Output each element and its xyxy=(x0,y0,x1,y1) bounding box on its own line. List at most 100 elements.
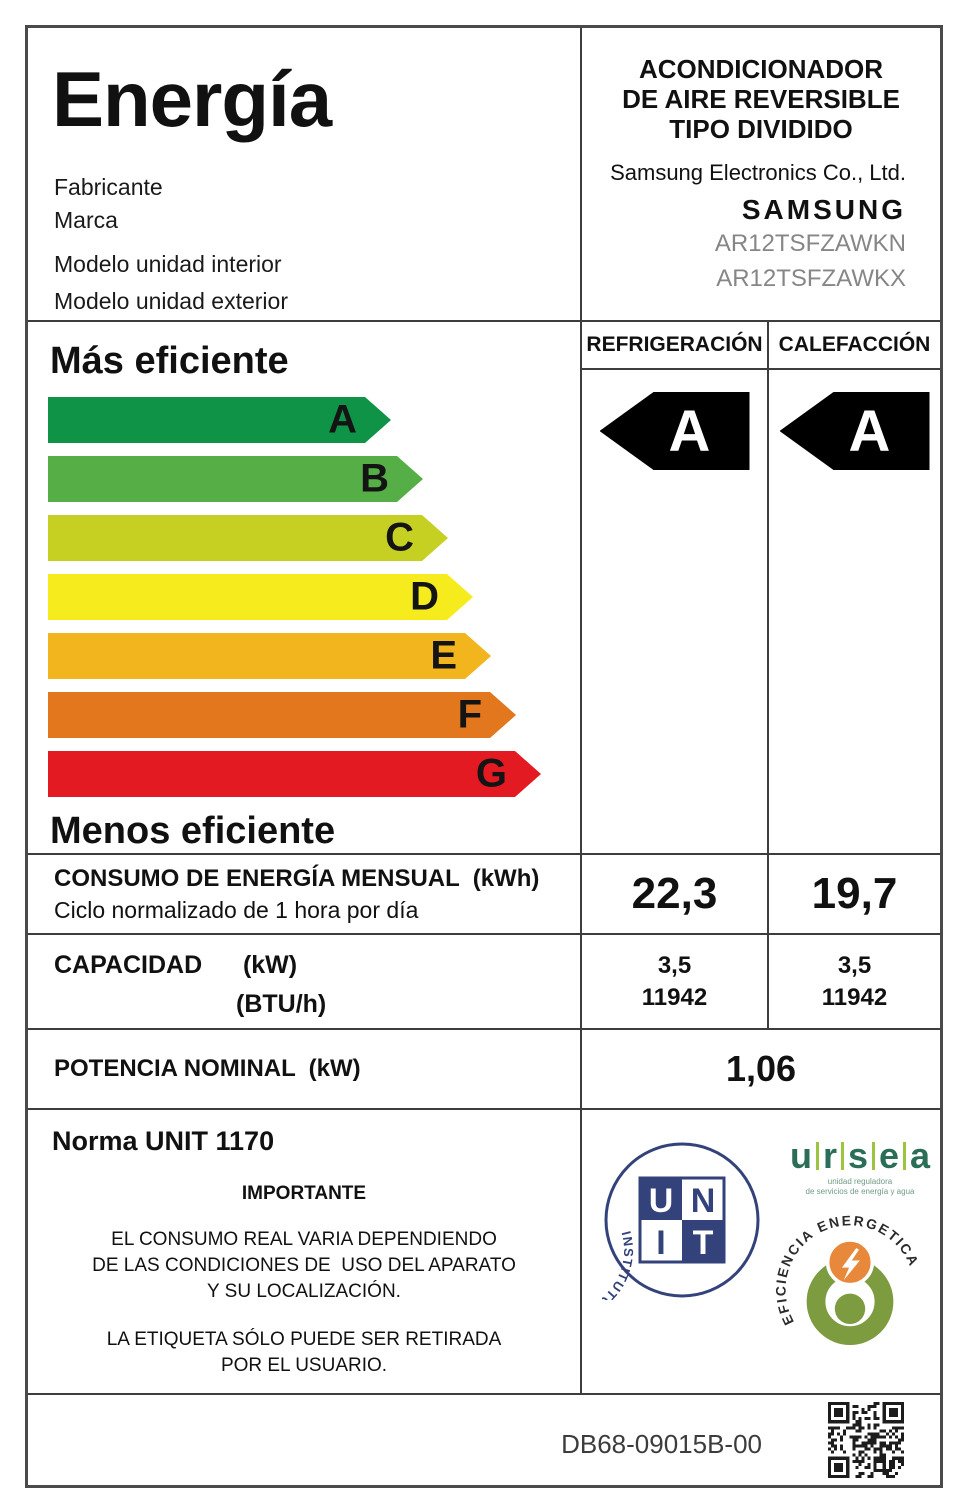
ursea-separator xyxy=(871,1142,875,1170)
document-code: DB68-09015B-00 xyxy=(561,1429,762,1459)
unit-letter-i: I xyxy=(656,1224,665,1262)
important-title: IMPORTANTE xyxy=(241,1183,367,1204)
field-modelo-exterior: Modelo unidad exterior xyxy=(54,288,288,314)
efficiency-bar-letter: E xyxy=(430,633,457,678)
heating-grade-arrow-icon: A xyxy=(779,392,930,470)
consumption-row: CONSUMO DE ENERGÍA MENSUAL (kWh) Ciclo n… xyxy=(28,855,940,935)
model-interior-value: AR12TSFZAWKN xyxy=(714,230,906,257)
model-exterior-value: AR12TSFZAWKX xyxy=(716,265,906,292)
capacity-row: CAPACIDAD (kW) (BTU/h) 3,5 11942 3,5 119… xyxy=(28,935,940,1030)
efficiency-bar-letter: G xyxy=(475,751,507,796)
efficiency-bar-a: A xyxy=(48,397,391,443)
efficiency-bar-letter: B xyxy=(360,456,389,501)
product-type-line3: TIPO DIVIDIDO xyxy=(669,114,853,144)
product-type: ACONDICIONADOR DE AIRE REVERSIBLE TIPO D… xyxy=(582,54,940,144)
field-labels: Fabricante Marca Modelo unidad interior … xyxy=(54,171,580,318)
ursea-separator xyxy=(903,1142,907,1170)
efficiency-bar-letter: A xyxy=(328,397,357,442)
cooling-grade-arrow-icon: A xyxy=(599,392,750,470)
ursea-letter: r xyxy=(822,1135,837,1176)
standard-title: Norma UNIT 1170 xyxy=(52,1126,275,1156)
ursea-subtext: unidad reguladora de servicios de energí… xyxy=(785,1177,935,1197)
efficiency-bar-b: B xyxy=(48,456,423,502)
consumption-cooling-value: 22,3 xyxy=(582,855,769,933)
manufacturer-block: Samsung Electronics Co., Ltd. SAMSUNG AR… xyxy=(582,160,940,296)
cooling-column: REFRIGERACIÓN A xyxy=(582,322,769,853)
efficiency-bar-g: G xyxy=(48,751,541,797)
power-row: POTENCIA NOMINAL (kW) 1,06 xyxy=(28,1030,940,1110)
qr-code-icon xyxy=(828,1402,904,1478)
standard-row: Norma UNIT 1170 IMPORTANTE EL CONSUMO RE… xyxy=(28,1110,940,1395)
ursea-subtext-line1: unidad reguladora xyxy=(827,1177,893,1186)
efficiency-bar-shape xyxy=(48,692,516,738)
efficiency-bar-letter: D xyxy=(410,574,439,619)
field-fabricante: Fabricante xyxy=(54,174,163,200)
efficiency-bar-shape xyxy=(48,574,473,620)
efficiency-bar-letter: F xyxy=(457,692,482,737)
product-type-line1: ACONDICIONADOR xyxy=(638,54,884,84)
energy-label: Energía Fabricante Marca Modelo unidad i… xyxy=(25,25,943,1488)
power-value: 1,06 xyxy=(725,1048,797,1089)
cooling-header: REFRIGERACIÓN xyxy=(582,322,767,370)
important-paragraph-2: LA ETIQUETA SÓLO PUEDE SER RETIRADA POR … xyxy=(106,1329,502,1376)
logos-area: INSTITUTO URUGUAYO DE NORMAS TECNICAS U … xyxy=(582,1110,940,1393)
efficiency-bar-shape xyxy=(48,397,391,443)
efficiency-bar-shape xyxy=(48,633,491,679)
page-title: Energía xyxy=(52,55,332,143)
consumption-heating-value: 19,7 xyxy=(811,869,898,918)
unit-letter-n: N xyxy=(691,1182,716,1220)
heating-header: CALEFACCIÓN xyxy=(769,322,940,370)
efficiency-bar-shape xyxy=(48,515,448,561)
ursea-separator xyxy=(815,1142,819,1170)
field-modelo-interior: Modelo unidad interior xyxy=(54,251,282,277)
header-right: ACONDICIONADOR DE AIRE REVERSIBLE TIPO D… xyxy=(582,28,940,320)
capacity-unit-btu: (BTU/h) xyxy=(236,990,327,1018)
efficiency-bar-c: C xyxy=(48,515,448,561)
cooling-grade-letter: A xyxy=(668,398,711,464)
brand-logo: SAMSUNG xyxy=(741,194,906,225)
capacity-heating-kw: 3,5 xyxy=(837,951,872,979)
capacity-heating-btu: 11942 xyxy=(821,983,888,1011)
heating-column: CALEFACCIÓN A xyxy=(769,322,940,853)
efficiency-bar-shape xyxy=(48,456,423,502)
consumption-label-cell: CONSUMO DE ENERGÍA MENSUAL (kWh) Ciclo n… xyxy=(28,855,582,933)
ursea-letter: e xyxy=(878,1135,900,1176)
consumption-sublabel: Ciclo normalizado de 1 hora por día xyxy=(54,897,419,923)
efficiency-bar-e: E xyxy=(48,633,491,679)
ursea-letter: a xyxy=(910,1135,931,1176)
capacity-label-cell: CAPACIDAD (kW) (BTU/h) xyxy=(28,935,582,1028)
consumption-label: CONSUMO DE ENERGÍA MENSUAL (kWh) xyxy=(54,865,540,892)
capacity-cooling-btu: 11942 xyxy=(641,983,708,1011)
efficiency-bar-shape xyxy=(48,751,541,797)
more-efficient-label: Más eficiente xyxy=(50,340,289,382)
unit-seal-icon: INSTITUTO URUGUAYO DE NORMAS TECNICAS U … xyxy=(602,1142,760,1300)
ursea-letter: s xyxy=(847,1135,868,1176)
ursea-separator xyxy=(840,1142,844,1170)
power-label: POTENCIA NOMINAL (kW) xyxy=(28,1030,582,1108)
heating-grade-letter: A xyxy=(848,398,891,464)
ursea-letter: u xyxy=(789,1135,812,1176)
field-marca: Marca xyxy=(54,207,118,233)
unit-letter-u: U xyxy=(649,1182,674,1220)
efficiency-bar-f: F xyxy=(48,692,516,738)
capacity-label: CAPACIDAD xyxy=(54,951,203,979)
manufacturer-name: Samsung Electronics Co., Ltd. xyxy=(610,160,906,185)
capacity-cooling-values: 3,5 11942 xyxy=(582,935,769,1028)
efficiency-bar-letter: C xyxy=(385,515,414,560)
efficiency-bar-d: D xyxy=(48,574,473,620)
ursea-subtext-line2: de servicios de energía y agua xyxy=(805,1187,915,1196)
footer-row: DB68-09015B-00 xyxy=(28,1395,940,1485)
less-efficient-label: Menos eficiente xyxy=(50,810,336,852)
product-type-line2: DE AIRE REVERSIBLE xyxy=(622,84,900,114)
capacity-unit-kw: (kW) xyxy=(242,951,298,979)
header-row: Energía Fabricante Marca Modelo unidad i… xyxy=(28,28,940,322)
unit-letter-t: T xyxy=(693,1224,714,1262)
header-left: Energía Fabricante Marca Modelo unidad i… xyxy=(28,28,582,320)
eficiencia-energetica-icon: EFICIENCIA ENERGETICA xyxy=(774,1214,921,1345)
standard-left: Norma UNIT 1170 IMPORTANTE EL CONSUMO RE… xyxy=(28,1110,582,1393)
